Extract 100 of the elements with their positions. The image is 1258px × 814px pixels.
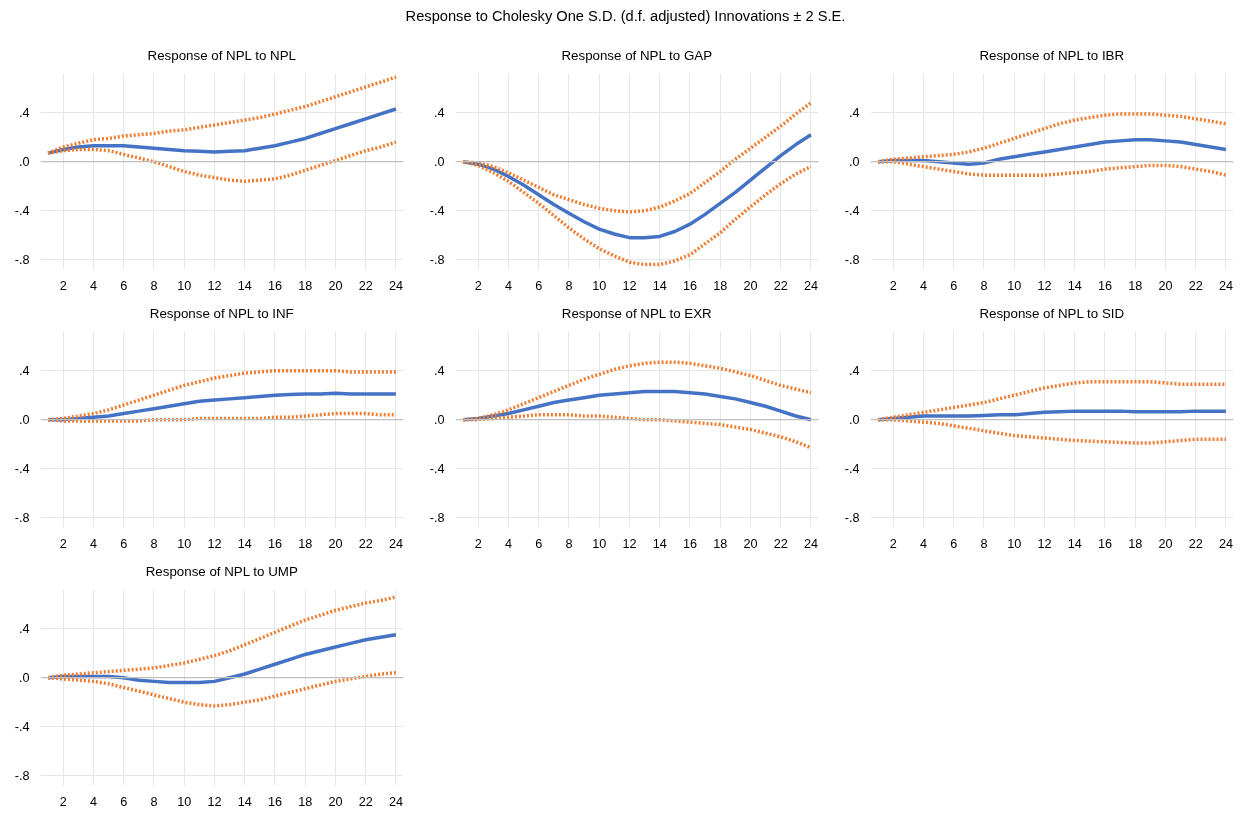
x-tick-label: 20 bbox=[1158, 278, 1173, 293]
y-tick-label: -.8 bbox=[14, 253, 30, 268]
y-tick-label: -.4 bbox=[14, 720, 30, 735]
x-tick-label: 18 bbox=[1128, 278, 1143, 293]
x-tick-label: 16 bbox=[682, 278, 697, 293]
x-tick-label: 16 bbox=[267, 536, 282, 551]
x-tick-label: 22 bbox=[773, 536, 788, 551]
y-tick-label: -.4 bbox=[844, 204, 860, 219]
chart-title: Response of NPL to INF bbox=[149, 305, 294, 321]
x-tick-label: 4 bbox=[89, 536, 97, 551]
x-tick-label: 6 bbox=[950, 536, 958, 551]
x-tick-label: 22 bbox=[1188, 536, 1203, 551]
x-tick-label: 18 bbox=[713, 536, 728, 551]
x-tick-label: 12 bbox=[1037, 278, 1052, 293]
x-tick-label: 24 bbox=[1218, 278, 1233, 293]
y-tick-label: .0 bbox=[433, 155, 445, 170]
y-tick-label: .4 bbox=[18, 622, 30, 637]
x-tick-label: 4 bbox=[89, 278, 97, 293]
x-tick-label: 2 bbox=[59, 278, 67, 293]
x-tick-label: 10 bbox=[592, 278, 607, 293]
x-tick-label: 12 bbox=[1037, 536, 1052, 551]
x-tick-label: 20 bbox=[743, 536, 758, 551]
chart-title: Response of NPL to NPL bbox=[147, 47, 296, 63]
x-tick-label: 2 bbox=[889, 278, 897, 293]
x-tick-label: 10 bbox=[177, 536, 192, 551]
x-tick-label: 24 bbox=[803, 536, 818, 551]
x-tick-label: 14 bbox=[1067, 536, 1082, 551]
x-tick-label: 8 bbox=[150, 536, 158, 551]
y-tick-label: -.8 bbox=[429, 253, 445, 268]
x-tick-label: 2 bbox=[59, 794, 67, 809]
x-tick-label: 6 bbox=[535, 536, 543, 551]
y-tick-label: .0 bbox=[848, 155, 860, 170]
x-tick-label: 24 bbox=[388, 794, 403, 809]
chart-title: Response of NPL to UMP bbox=[145, 563, 298, 579]
x-tick-label: 22 bbox=[358, 278, 373, 293]
y-tick-label: -.4 bbox=[429, 462, 445, 477]
x-tick-label: 12 bbox=[207, 278, 222, 293]
x-tick-label: 10 bbox=[177, 794, 192, 809]
x-tick-label: 20 bbox=[328, 794, 343, 809]
x-tick-label: 16 bbox=[1097, 278, 1112, 293]
y-tick-label: .4 bbox=[848, 106, 860, 121]
x-tick-label: 18 bbox=[298, 278, 313, 293]
x-tick-label: 10 bbox=[177, 278, 192, 293]
y-tick-label: -.8 bbox=[844, 511, 860, 526]
x-tick-label: 18 bbox=[713, 278, 728, 293]
y-tick-label: -.4 bbox=[429, 204, 445, 219]
x-tick-label: 20 bbox=[328, 278, 343, 293]
y-tick-label: -.8 bbox=[429, 511, 445, 526]
x-tick-label: 8 bbox=[150, 278, 158, 293]
x-tick-label: 14 bbox=[652, 536, 667, 551]
y-tick-label: .4 bbox=[848, 364, 860, 379]
x-tick-label: 4 bbox=[919, 278, 927, 293]
x-tick-label: 20 bbox=[743, 278, 758, 293]
x-tick-label: 22 bbox=[773, 278, 788, 293]
x-tick-label: 6 bbox=[535, 278, 543, 293]
x-tick-label: 16 bbox=[1097, 536, 1112, 551]
x-tick-label: 14 bbox=[237, 278, 252, 293]
x-tick-label: 10 bbox=[1007, 278, 1022, 293]
y-tick-label: .0 bbox=[848, 413, 860, 428]
x-tick-label: 14 bbox=[237, 536, 252, 551]
x-tick-label: 2 bbox=[889, 536, 897, 551]
y-tick-label: .0 bbox=[18, 155, 30, 170]
x-tick-label: 22 bbox=[358, 536, 373, 551]
x-tick-label: 10 bbox=[592, 536, 607, 551]
x-tick-label: 12 bbox=[622, 278, 637, 293]
y-tick-label: .4 bbox=[18, 364, 30, 379]
x-tick-label: 4 bbox=[504, 278, 512, 293]
x-tick-label: 20 bbox=[328, 536, 343, 551]
x-tick-label: 8 bbox=[150, 794, 158, 809]
y-tick-label: -.4 bbox=[844, 462, 860, 477]
y-tick-label: .4 bbox=[433, 364, 445, 379]
x-tick-label: 20 bbox=[1158, 536, 1173, 551]
x-tick-label: 12 bbox=[207, 794, 222, 809]
x-tick-label: 16 bbox=[682, 536, 697, 551]
x-tick-label: 24 bbox=[803, 278, 818, 293]
y-tick-label: .0 bbox=[433, 413, 445, 428]
x-tick-label: 24 bbox=[1218, 536, 1233, 551]
x-tick-label: 12 bbox=[207, 536, 222, 551]
x-tick-label: 2 bbox=[59, 536, 67, 551]
chart-title: Response of NPL to EXR bbox=[561, 305, 712, 321]
y-tick-label: .4 bbox=[433, 106, 445, 121]
text: Response to Cholesky One S.D. (d.f. adjusted) Innovations ± 2 S.E. bbox=[405, 7, 846, 24]
y-tick-label: -.8 bbox=[14, 511, 30, 526]
x-tick-label: 6 bbox=[950, 278, 958, 293]
x-tick-label: 2 bbox=[474, 536, 482, 551]
x-tick-label: 10 bbox=[1007, 536, 1022, 551]
chart-title: Response of NPL to SID bbox=[979, 305, 1125, 321]
y-tick-label: -.8 bbox=[14, 769, 30, 784]
x-tick-label: 8 bbox=[980, 278, 988, 293]
x-tick-label: 12 bbox=[622, 536, 637, 551]
x-tick-label: 6 bbox=[120, 278, 128, 293]
x-tick-label: 22 bbox=[358, 794, 373, 809]
x-tick-label: 18 bbox=[1128, 536, 1143, 551]
x-tick-label: 22 bbox=[1188, 278, 1203, 293]
x-tick-label: 4 bbox=[919, 536, 927, 551]
x-tick-label: 8 bbox=[565, 278, 573, 293]
x-tick-label: 14 bbox=[237, 794, 252, 809]
y-tick-label: -.4 bbox=[14, 204, 30, 219]
x-tick-label: 8 bbox=[980, 536, 988, 551]
y-tick-label: .0 bbox=[18, 413, 30, 428]
